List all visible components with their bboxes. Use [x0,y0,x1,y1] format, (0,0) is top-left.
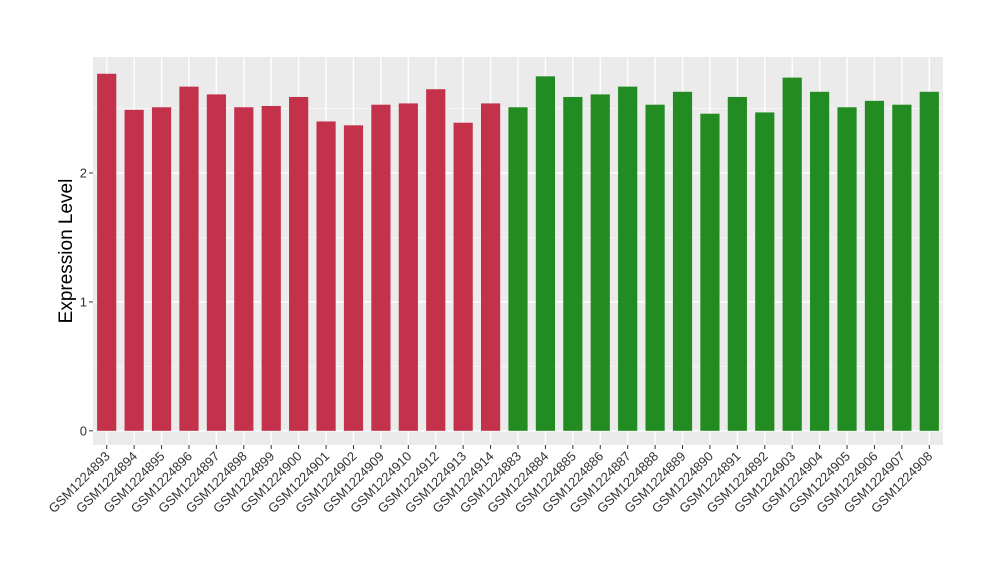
bar [508,107,528,431]
y-tick-label: 1 [80,294,87,309]
bar [618,86,638,431]
bar [645,104,665,431]
bar [590,94,610,431]
bar [453,122,473,431]
bar [535,76,556,431]
x-axis: GSM1224893GSM1224894GSM1224895GSM1224896… [45,445,935,516]
bar [755,112,775,431]
y-tick-label: 0 [80,423,87,438]
bar [672,91,693,431]
bar [97,73,117,431]
bar [371,104,391,431]
bar [316,121,336,431]
bar [782,77,802,431]
bar [837,107,857,431]
bar [206,94,226,431]
bar [892,104,912,431]
bar [179,86,199,431]
bar [289,96,309,431]
bar [700,113,720,431]
bar [563,96,583,431]
bar [864,100,885,431]
bar [343,125,364,431]
bar [398,103,418,431]
bar [151,107,172,431]
bar [919,91,939,431]
bar [480,103,501,431]
y-axis-title: Expression Level [56,179,77,324]
bar [426,89,446,431]
y-tick-label: 2 [80,166,87,181]
bar [124,109,144,431]
bar [234,107,254,431]
y-axis: 0 1 2 [80,166,93,438]
bar [810,91,830,431]
bar [727,96,747,431]
bars [97,73,939,431]
bar [261,105,281,431]
